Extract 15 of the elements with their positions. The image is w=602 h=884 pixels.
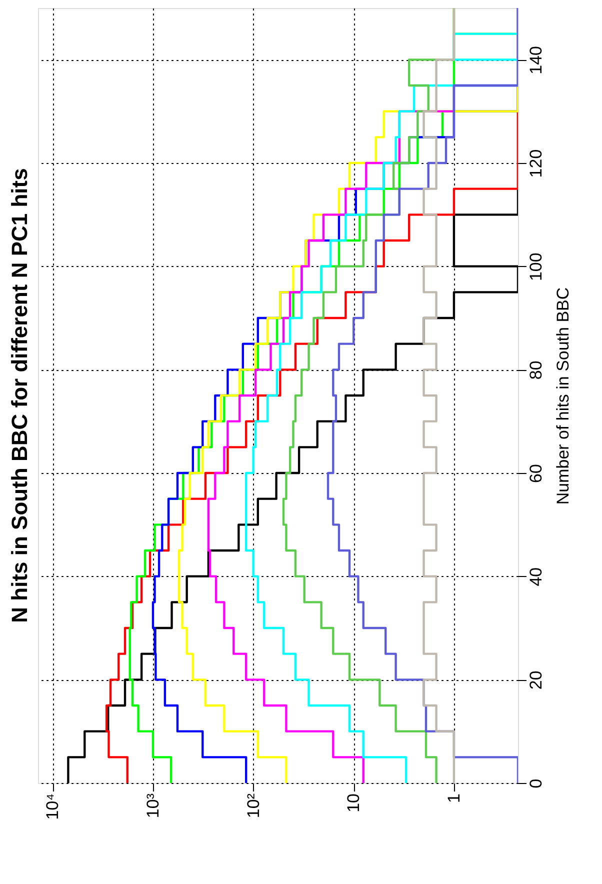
y-tick-label: 140 bbox=[526, 46, 546, 74]
x-tick-label: 10³ bbox=[143, 793, 162, 818]
y-tick-label: 20 bbox=[526, 670, 546, 690]
y-axis-title: Number of hits in South BBC bbox=[554, 287, 572, 505]
y-tick-label: 120 bbox=[526, 149, 546, 178]
y-tick-label: 60 bbox=[526, 464, 546, 483]
y-tick-label: 100 bbox=[526, 252, 546, 282]
y-tick-label: 0 bbox=[526, 778, 546, 788]
y-tick-label: 80 bbox=[526, 360, 546, 380]
text: N hits in South BBC for different N PC1 hits bbox=[7, 168, 32, 623]
x-tick-label: 10⁴ bbox=[43, 794, 62, 820]
x-tick-label: 10² bbox=[244, 793, 263, 818]
x-tick-label: 1 bbox=[444, 794, 464, 803]
y-tick-label: 40 bbox=[526, 567, 546, 586]
x-tick-label: 10 bbox=[344, 794, 364, 812]
